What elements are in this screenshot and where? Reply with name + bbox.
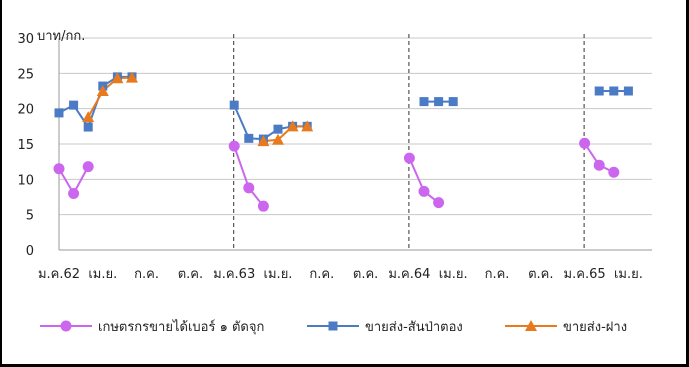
data-point-series-3	[286, 120, 299, 132]
frame-left-border	[0, 0, 2, 367]
series-lines	[58, 75, 629, 207]
axes	[58, 38, 652, 251]
data-point-series-2	[69, 100, 79, 110]
data-point-series-3	[257, 135, 270, 147]
y-tick-label: 0	[26, 244, 34, 259]
frame-bottom-border	[0, 364, 689, 367]
x-tick-label: ม.ค.65	[564, 267, 606, 282]
series-line-3	[263, 125, 308, 143]
x-tick-label: ต.ค.	[178, 267, 203, 282]
legend-label-3: ขายส่ง-ฝาง	[563, 320, 627, 335]
data-point-series-2	[273, 124, 283, 134]
x-tick-label: ม.ค.63	[213, 267, 255, 282]
data-point-series-3	[111, 72, 124, 84]
legend: เกษตรกรขายได้เบอร์ ๑ ตัดจุก ขายส่ง-สันป่า…	[40, 319, 627, 335]
legend-label-2: ขายส่ง-สันป่าตอง	[365, 320, 463, 335]
frame-right-border	[686, 0, 689, 367]
data-point-series-3	[96, 85, 109, 96]
data-point-series-1	[579, 137, 591, 149]
x-tick-label: เม.ย.	[88, 267, 117, 282]
data-point-series-2	[229, 100, 239, 110]
data-point-series-3	[82, 111, 95, 123]
y-tick-label: 25	[17, 67, 34, 82]
legend-marker-2	[328, 321, 338, 331]
data-point-series-1	[403, 152, 415, 164]
series-line-1	[233, 145, 265, 207]
x-tick-label: ม.ค.64	[388, 267, 430, 282]
data-point-series-1	[257, 200, 269, 212]
series-markers	[53, 71, 633, 212]
x-tick-label: ก.ค.	[309, 267, 334, 282]
x-tick-label: เม.ย.	[264, 267, 293, 282]
y-tick-label: 15	[17, 138, 34, 153]
x-tick-label: ม.ค.62	[38, 267, 80, 282]
legend-marker-3	[525, 320, 537, 331]
x-tick-labels: ม.ค.62 เม.ย. ก.ค. ต.ค. ม.ค.63 เม.ย. ก.ค. ต.ค. ม.…	[38, 267, 643, 282]
y-tick-labels: 0 5 10 15 20 25 30	[17, 32, 34, 259]
data-point-series-1	[433, 197, 445, 209]
data-point-series-1	[593, 159, 605, 171]
gridlines	[59, 37, 652, 216]
data-point-series-3	[126, 71, 138, 83]
data-point-series-1	[228, 140, 240, 152]
x-tick-label: เม.ย.	[614, 267, 643, 282]
legend-marker-1	[60, 320, 72, 332]
data-point-series-1	[418, 185, 430, 197]
data-point-series-3	[301, 120, 314, 132]
data-point-series-1	[82, 161, 94, 173]
data-point-series-2	[594, 86, 604, 96]
legend-label-1: เกษตรกรขายได้เบอร์ ๑ ตัดจุก	[98, 319, 264, 335]
data-point-series-1	[53, 163, 65, 175]
x-tick-label: ก.ค.	[485, 267, 510, 282]
y-tick-label: 20	[17, 103, 34, 118]
data-point-series-2	[623, 86, 633, 96]
data-point-series-2	[434, 97, 444, 107]
data-point-series-2	[244, 133, 254, 143]
data-point-series-2	[83, 122, 93, 132]
data-point-series-1	[68, 187, 80, 199]
y-unit-label: บาท/กก.	[37, 29, 85, 44]
x-tick-label: ก.ค.	[134, 267, 159, 282]
data-point-series-2	[609, 86, 619, 96]
x-tick-label: ต.ค.	[353, 267, 378, 282]
series-line-3	[87, 76, 133, 118]
data-point-series-3	[272, 133, 284, 145]
data-point-series-2	[419, 97, 429, 107]
data-point-series-1	[243, 182, 255, 194]
data-point-series-2	[448, 97, 458, 107]
x-tick-label: ต.ค.	[528, 267, 553, 282]
x-tick-label: เม.ย.	[439, 267, 468, 282]
data-point-series-2	[54, 108, 64, 118]
y-tick-label: 30	[17, 32, 34, 47]
y-tick-label: 10	[17, 173, 34, 188]
year-dividers	[233, 34, 585, 250]
data-point-series-1	[608, 166, 620, 178]
y-tick-label: 5	[26, 209, 34, 224]
